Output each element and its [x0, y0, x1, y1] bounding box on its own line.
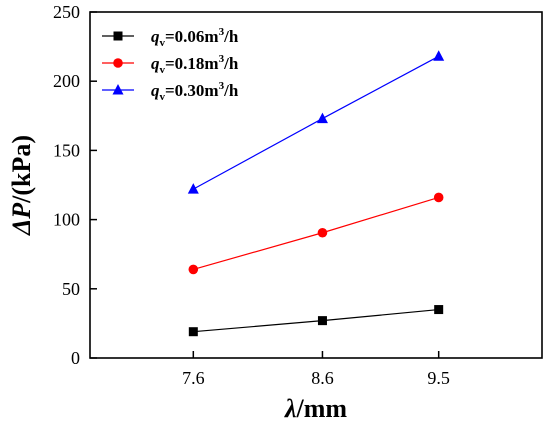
series-0-point-1 [317, 316, 327, 326]
legend-marker-0 [113, 31, 123, 41]
legend-label-2: qv=0.30m3/h [151, 80, 239, 103]
legend-label-tail: /h [223, 81, 239, 100]
series-2-point-1 [316, 112, 328, 124]
legend-marker-2 [112, 84, 124, 95]
legend-label-tail: /h [223, 27, 239, 46]
legend-label-symbol: q [151, 27, 160, 46]
series-1-point-1 [317, 227, 328, 238]
y-axis-title-unit: /(kPa) [7, 135, 36, 204]
x-axis-title: λ/mm [284, 394, 347, 423]
legend-label-sup: 3 [219, 53, 225, 65]
legend-label-value: =0.06m [165, 27, 219, 46]
series-line-2 [193, 55, 439, 190]
series-2 [187, 50, 445, 194]
legend-label-symbol: q [151, 54, 160, 73]
legend-label-value: =0.18m [165, 54, 219, 73]
x-tick-label: 8.6 [311, 368, 334, 388]
series-0-point-0 [188, 327, 198, 337]
y-axis: 0 50 100 150 200 250 [53, 2, 97, 368]
legend-label-sub: v [160, 37, 166, 49]
y-tick-label: 250 [53, 2, 80, 22]
legend: qv=0.06m3/hqv=0.18m3/hqv=0.30m3/h [102, 26, 239, 103]
y-axis-title-symbol: ΔP [7, 202, 36, 236]
series-2-point-2 [433, 50, 445, 61]
legend-entry-2: qv=0.30m3/h [102, 80, 239, 103]
y-tick-label: 0 [71, 348, 80, 368]
x-tick-label: 7.6 [182, 368, 205, 388]
series-2-point-0 [187, 183, 199, 194]
legend-label-tail: /h [223, 54, 239, 73]
legend-label-1: qv=0.18m3/h [151, 53, 239, 76]
series-line-1 [193, 196, 439, 271]
y-axis-title: ΔP/(kPa) [7, 135, 36, 236]
y-tick-label: 150 [53, 140, 80, 160]
series-1 [188, 192, 444, 275]
series-0 [188, 305, 444, 337]
legend-label-0: qv=0.06m3/h [151, 26, 239, 49]
y-tick-label: 50 [62, 279, 80, 299]
x-axis-title-symbol: λ [284, 394, 297, 423]
legend-label-value: =0.30m [165, 81, 219, 100]
legend-marker-1 [113, 58, 123, 68]
legend-label-symbol: q [151, 81, 160, 100]
plot-frame [89, 11, 543, 359]
legend-label-sub: v [160, 91, 166, 103]
x-axis: 7.6 8.6 9.5 [182, 351, 450, 388]
legend-entry-0: qv=0.06m3/h [102, 26, 239, 49]
legend-label-sup: 3 [219, 80, 225, 92]
series-1-point-2 [433, 192, 444, 203]
plot-area [89, 11, 543, 359]
x-tick-label: 9.5 [427, 368, 450, 388]
series-line-0 [193, 308, 439, 333]
series-layer [187, 50, 445, 337]
legend-label-sup: 3 [219, 26, 225, 38]
x-axis-title-unit: /mm [296, 394, 348, 423]
legend-entry-1: qv=0.18m3/h [102, 53, 239, 76]
series-0-point-2 [434, 305, 444, 315]
y-tick-label: 200 [53, 71, 80, 91]
series-1-point-0 [188, 264, 199, 275]
legend-label-sub: v [160, 64, 166, 76]
y-tick-label: 100 [53, 210, 80, 230]
